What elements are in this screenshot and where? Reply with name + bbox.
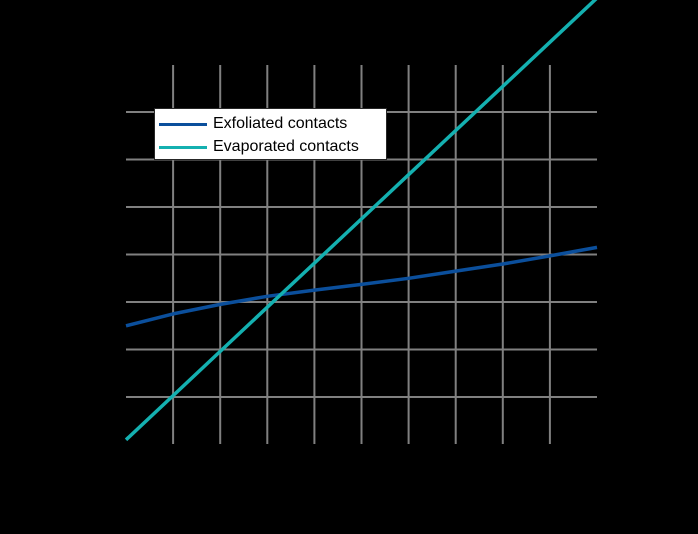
legend-item-exfoliated: Exfoliated contacts xyxy=(155,112,347,136)
legend-item-evaporated: Evaporated contacts xyxy=(155,135,359,159)
legend: Exfoliated contacts Evaporated contacts xyxy=(154,108,387,160)
legend-swatch-evaporated xyxy=(159,145,207,149)
data-series xyxy=(124,0,598,442)
legend-swatch-exfoliated xyxy=(159,122,207,126)
series-line-evaporated xyxy=(124,0,598,442)
legend-label: Evaporated contacts xyxy=(213,138,359,155)
series-line-exfoliated xyxy=(125,245,598,328)
legend-label: Exfoliated contacts xyxy=(213,115,348,132)
grid-lines xyxy=(126,65,597,444)
